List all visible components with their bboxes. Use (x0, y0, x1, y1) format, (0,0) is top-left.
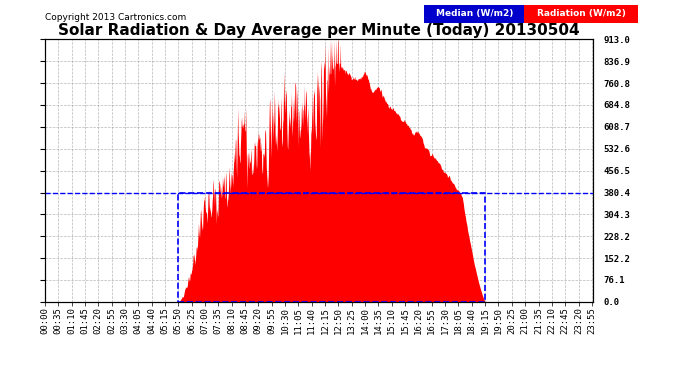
Text: Copyright 2013 Cartronics.com: Copyright 2013 Cartronics.com (45, 13, 186, 22)
Bar (178, 192, 485, 302)
Text: Radiation (W/m2): Radiation (W/m2) (537, 9, 626, 18)
FancyBboxPatch shape (424, 4, 524, 22)
Title: Solar Radiation & Day Average per Minute (Today) 20130504: Solar Radiation & Day Average per Minute… (59, 23, 580, 38)
Text: Median (W/m2): Median (W/m2) (435, 9, 513, 18)
FancyBboxPatch shape (524, 4, 638, 22)
